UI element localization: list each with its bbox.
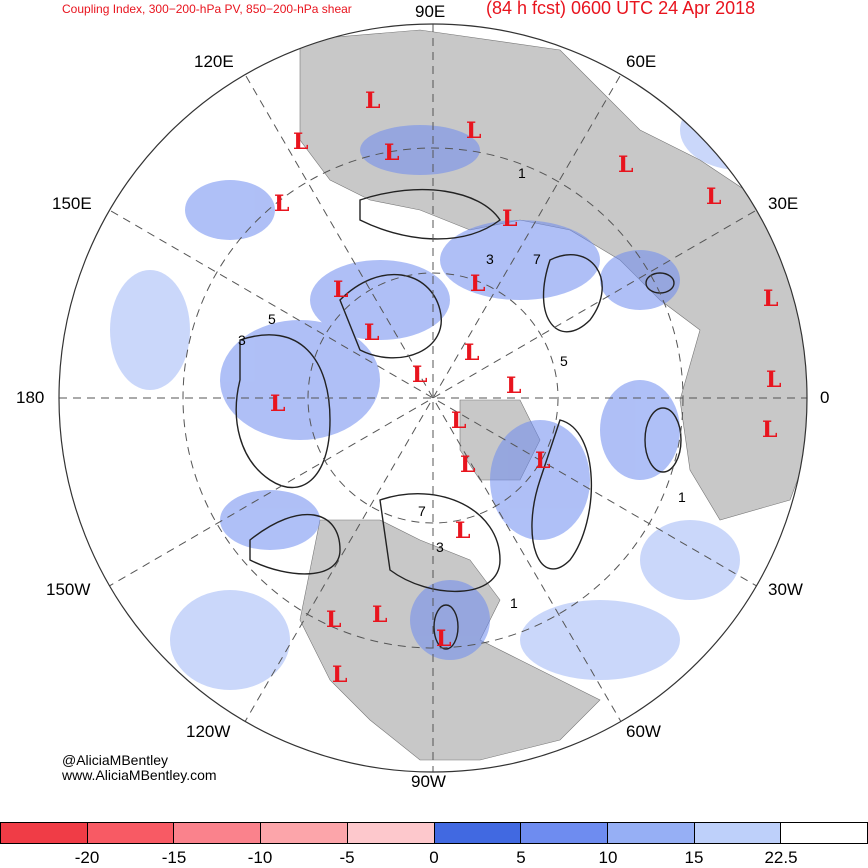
credit-site: www.AliciaMBentley.com bbox=[62, 767, 217, 783]
low-marker: L bbox=[506, 373, 521, 399]
colorbar-tick: -5 bbox=[339, 848, 355, 867]
map-boundary bbox=[58, 23, 808, 773]
low-marker: L bbox=[766, 367, 781, 393]
colorbar-tick: 22.5 bbox=[764, 848, 798, 867]
map-title: (84 h fcst) 0600 UTC 24 Apr 2018 bbox=[486, 0, 756, 18]
pv-contours bbox=[235, 188, 682, 650]
colorbar-box bbox=[0, 822, 88, 844]
colorbar-tick: 10 bbox=[598, 848, 618, 867]
colorbar-box bbox=[780, 822, 868, 844]
low-marker: L bbox=[762, 417, 777, 443]
lon-label-0: 0 bbox=[820, 388, 830, 407]
contour-label: 1 bbox=[518, 165, 526, 181]
lon-label-180: 180 bbox=[16, 388, 45, 407]
contour-label: 3 bbox=[238, 332, 246, 348]
low-marker: L bbox=[464, 340, 479, 366]
lon-label-60e: 60E bbox=[626, 52, 657, 71]
low-marker: L bbox=[466, 118, 481, 144]
graticule bbox=[59, 24, 807, 772]
contour-label: 5 bbox=[560, 353, 568, 369]
low-marker: L bbox=[618, 152, 633, 178]
coupling-shading bbox=[185, 125, 680, 660]
polar-map: 1 3 5 7 3 1 3 7 5 1 L L L L L L L L L L … bbox=[58, 23, 808, 773]
contour-label: 1 bbox=[678, 489, 686, 505]
lon-label-90w: 90W bbox=[411, 772, 446, 791]
colorbar-box bbox=[346, 822, 435, 844]
lon-label-150e: 150E bbox=[52, 194, 92, 213]
colorbar-tick: -20 bbox=[74, 848, 100, 867]
low-marker: L bbox=[326, 607, 341, 633]
low-marker: L bbox=[502, 206, 517, 232]
low-marker: L bbox=[460, 452, 475, 478]
lon-label-30e: 30E bbox=[768, 194, 799, 213]
low-marker: L bbox=[384, 140, 399, 166]
contour-label: 7 bbox=[533, 251, 541, 267]
colorbar bbox=[0, 822, 868, 844]
colorbar-box bbox=[520, 822, 608, 844]
low-marker: L bbox=[270, 391, 285, 417]
lon-label-90e: 90E bbox=[415, 2, 446, 21]
colorbar-box bbox=[173, 822, 262, 844]
low-marker: L bbox=[535, 448, 550, 474]
credit-handle: @AliciaMBentley bbox=[62, 752, 169, 768]
low-marker: L bbox=[412, 362, 427, 388]
colorbar-box bbox=[693, 822, 782, 844]
low-marker: L bbox=[365, 88, 380, 114]
low-marker: L bbox=[455, 518, 470, 544]
lon-label-120w: 120W bbox=[186, 722, 231, 741]
lon-label-60w: 60W bbox=[626, 722, 661, 741]
low-marker: L bbox=[470, 271, 485, 297]
low-marker: L bbox=[451, 408, 466, 434]
low-marker: L bbox=[332, 662, 347, 688]
lon-label-150w: 150W bbox=[46, 580, 91, 599]
low-marker: L bbox=[763, 286, 778, 312]
low-markers: L L L L L L L L L L L L L L L L L L L L … bbox=[270, 88, 781, 688]
low-marker: L bbox=[364, 320, 379, 346]
colorbar-box bbox=[433, 822, 522, 844]
colorbar-box bbox=[86, 822, 175, 844]
colorbar-tick: 0 bbox=[429, 848, 439, 867]
low-marker: L bbox=[333, 277, 348, 303]
low-marker: L bbox=[274, 191, 289, 217]
colorbar-tick: -15 bbox=[161, 848, 187, 867]
contour-label: 5 bbox=[268, 311, 276, 327]
lon-label-120e: 120E bbox=[194, 52, 234, 71]
contour-label: 3 bbox=[436, 539, 444, 555]
low-marker: L bbox=[436, 626, 451, 652]
low-marker: L bbox=[372, 602, 387, 628]
colorbar-tick: 15 bbox=[684, 848, 704, 867]
map-subtitle: Coupling Index, 300−200-hPa PV, 850−200-… bbox=[62, 2, 352, 16]
contour-label: 3 bbox=[486, 251, 494, 267]
lon-label-30w: 30W bbox=[768, 580, 803, 599]
low-marker: L bbox=[293, 129, 308, 155]
contour-label: 7 bbox=[418, 503, 426, 519]
colorbar-box bbox=[606, 822, 695, 844]
contour-label: 1 bbox=[510, 595, 518, 611]
colorbar-box bbox=[260, 822, 348, 844]
colorbar-tick: -10 bbox=[247, 848, 273, 867]
low-marker: L bbox=[706, 184, 721, 210]
colorbar-tick: 5 bbox=[516, 848, 526, 867]
